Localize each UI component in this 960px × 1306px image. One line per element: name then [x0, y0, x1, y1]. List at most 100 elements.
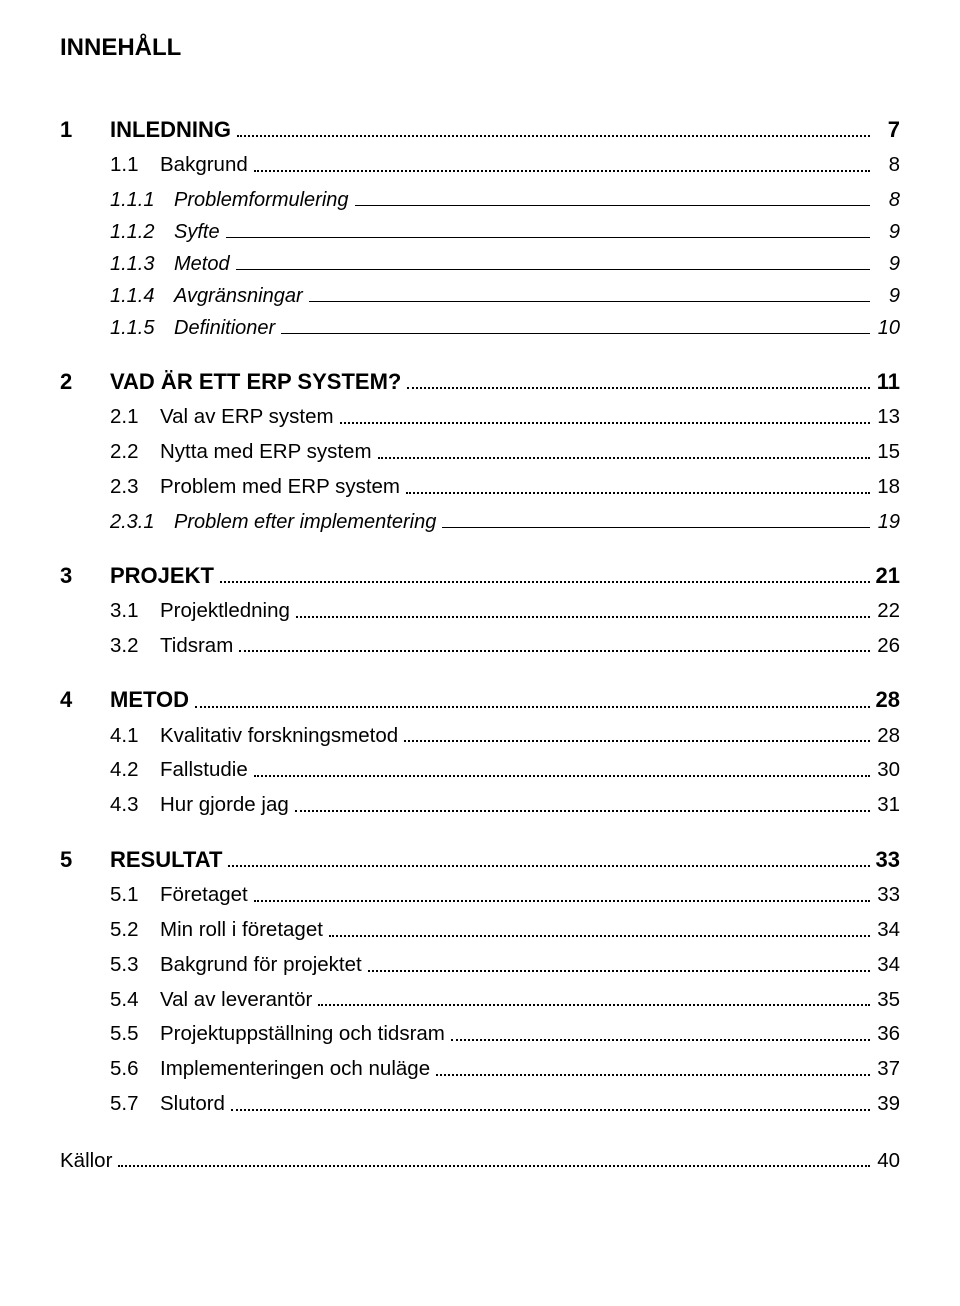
toc-leader [442, 527, 870, 528]
toc-entry-number: 4.2 [110, 754, 160, 787]
toc-entry-text: Min roll i företaget [160, 914, 323, 947]
toc-entry-page: 9 [876, 248, 900, 280]
toc-row: 4.3Hur gjorde jag31 [60, 789, 900, 822]
toc-entry-page: 34 [876, 949, 900, 982]
toc-leader [309, 301, 870, 302]
toc-entry-page: 15 [876, 436, 900, 469]
toc-entry-text: Företaget [160, 879, 248, 912]
toc-entry-text: Problem med ERP system [160, 471, 400, 504]
toc-entry-number: 3.1 [110, 595, 160, 628]
toc-leader [254, 900, 870, 902]
toc-leader [406, 492, 870, 494]
toc-entry-text: METOD [110, 682, 189, 717]
toc-leader [254, 170, 870, 172]
toc-entry-text: RESULTAT [110, 842, 222, 877]
toc-entry-text: Problem efter implementering [174, 506, 436, 538]
toc-entry-page: 36 [876, 1018, 900, 1051]
toc-entry-text: Val av leverantör [160, 984, 312, 1017]
toc-entry-page: 7 [876, 112, 900, 147]
toc-entry-number: 5.5 [110, 1018, 160, 1051]
toc-entry-page: 33 [876, 842, 900, 877]
toc-row: 1.1.5Definitioner10 [60, 312, 900, 344]
toc-entry-text: Definitioner [174, 312, 275, 344]
toc-entry-text: Val av ERP system [160, 401, 334, 434]
toc-entry-number: 1.1.1 [110, 184, 174, 216]
toc-row: 2.1Val av ERP system13 [60, 401, 900, 434]
toc-page: INNEHÅLL 1INLEDNING71.1Bakgrund81.1.1Pro… [0, 0, 960, 1217]
toc-leader [436, 1074, 870, 1076]
toc-entry-page: 28 [876, 720, 900, 753]
toc-entry-text: VAD ÄR ETT ERP SYSTEM? [110, 364, 401, 399]
toc-entry-number: 4 [60, 682, 110, 717]
toc-leader [118, 1165, 870, 1167]
toc-row: 1.1.1Problemformulering8 [60, 184, 900, 216]
toc-leader [231, 1109, 870, 1111]
toc-entry-text: Projektuppställning och tidsram [160, 1018, 445, 1051]
toc-row: 5.4Val av leverantör35 [60, 984, 900, 1017]
toc-entry-number: 3 [60, 558, 110, 593]
toc-row: 2.3Problem med ERP system18 [60, 471, 900, 504]
toc-leader [368, 970, 870, 972]
toc-entry-number: 5.7 [110, 1088, 160, 1121]
toc-leader [228, 865, 869, 867]
toc-entry-text: Tidsram [160, 630, 233, 663]
toc-leader [340, 422, 870, 424]
toc-row: 5.6Implementeringen och nuläge37 [60, 1053, 900, 1086]
toc-row: 2.2Nytta med ERP system15 [60, 436, 900, 469]
toc-entry-page: 8 [876, 149, 900, 182]
toc-entry-number: 2 [60, 364, 110, 399]
toc-title: INNEHÅLL [60, 34, 900, 62]
toc-row: 5.1Företaget33 [60, 879, 900, 912]
toc-body: 1INLEDNING71.1Bakgrund81.1.1Problemformu… [60, 112, 900, 1121]
toc-entry-page: 30 [876, 754, 900, 787]
toc-row: 1.1.2Syfte9 [60, 216, 900, 248]
toc-sources-text: Källor [60, 1145, 112, 1178]
toc-row: 1.1.3Metod9 [60, 248, 900, 280]
toc-entry-number: 2.2 [110, 436, 160, 469]
toc-leader [378, 457, 870, 459]
toc-entry-page: 22 [876, 595, 900, 628]
toc-entry-text: Hur gjorde jag [160, 789, 289, 822]
toc-entry-page: 35 [876, 984, 900, 1017]
toc-entry-number: 1.1.2 [110, 216, 174, 248]
toc-sources-page: 40 [876, 1145, 900, 1178]
toc-row: 3.1Projektledning22 [60, 595, 900, 628]
toc-entry-number: 3.2 [110, 630, 160, 663]
toc-leader [195, 706, 869, 708]
toc-entry-page: 39 [876, 1088, 900, 1121]
toc-leader [451, 1039, 870, 1041]
toc-row: 4.1Kvalitativ forskningsmetod28 [60, 720, 900, 753]
toc-entry-page: 9 [876, 216, 900, 248]
toc-row: 3.2Tidsram26 [60, 630, 900, 663]
toc-entry-page: 21 [876, 558, 900, 593]
toc-entry-page: 18 [876, 471, 900, 504]
toc-row: 1.1.4Avgränsningar9 [60, 280, 900, 312]
toc-leader [281, 333, 870, 334]
toc-entry-page: 34 [876, 914, 900, 947]
toc-entry-page: 33 [876, 879, 900, 912]
toc-row: 5RESULTAT33 [60, 842, 900, 877]
toc-leader [236, 269, 870, 270]
toc-entry-page: 8 [876, 184, 900, 216]
toc-entry-page: 28 [876, 682, 900, 717]
toc-entry-text: INLEDNING [110, 112, 231, 147]
toc-entry-page: 10 [876, 312, 900, 344]
toc-row: 3PROJEKT 21 [60, 558, 900, 593]
toc-entry-text: Avgränsningar [174, 280, 303, 312]
toc-sources-row: Källor 40 [60, 1145, 900, 1178]
toc-leader [239, 650, 870, 652]
toc-row: 2VAD ÄR ETT ERP SYSTEM?11 [60, 364, 900, 399]
toc-entry-page: 13 [876, 401, 900, 434]
toc-leader [404, 740, 870, 742]
toc-leader [237, 135, 870, 137]
toc-row: 4.2Fallstudie30 [60, 754, 900, 787]
toc-entry-number: 4.1 [110, 720, 160, 753]
toc-entry-number: 5.6 [110, 1053, 160, 1086]
toc-entry-number: 1.1.4 [110, 280, 174, 312]
toc-entry-number: 1.1 [110, 149, 160, 182]
toc-leader [220, 581, 870, 583]
toc-row: 5.7Slutord39 [60, 1088, 900, 1121]
toc-entry-text: PROJEKT [110, 558, 214, 593]
toc-entry-number: 5.3 [110, 949, 160, 982]
toc-row: 5.2Min roll i företaget34 [60, 914, 900, 947]
